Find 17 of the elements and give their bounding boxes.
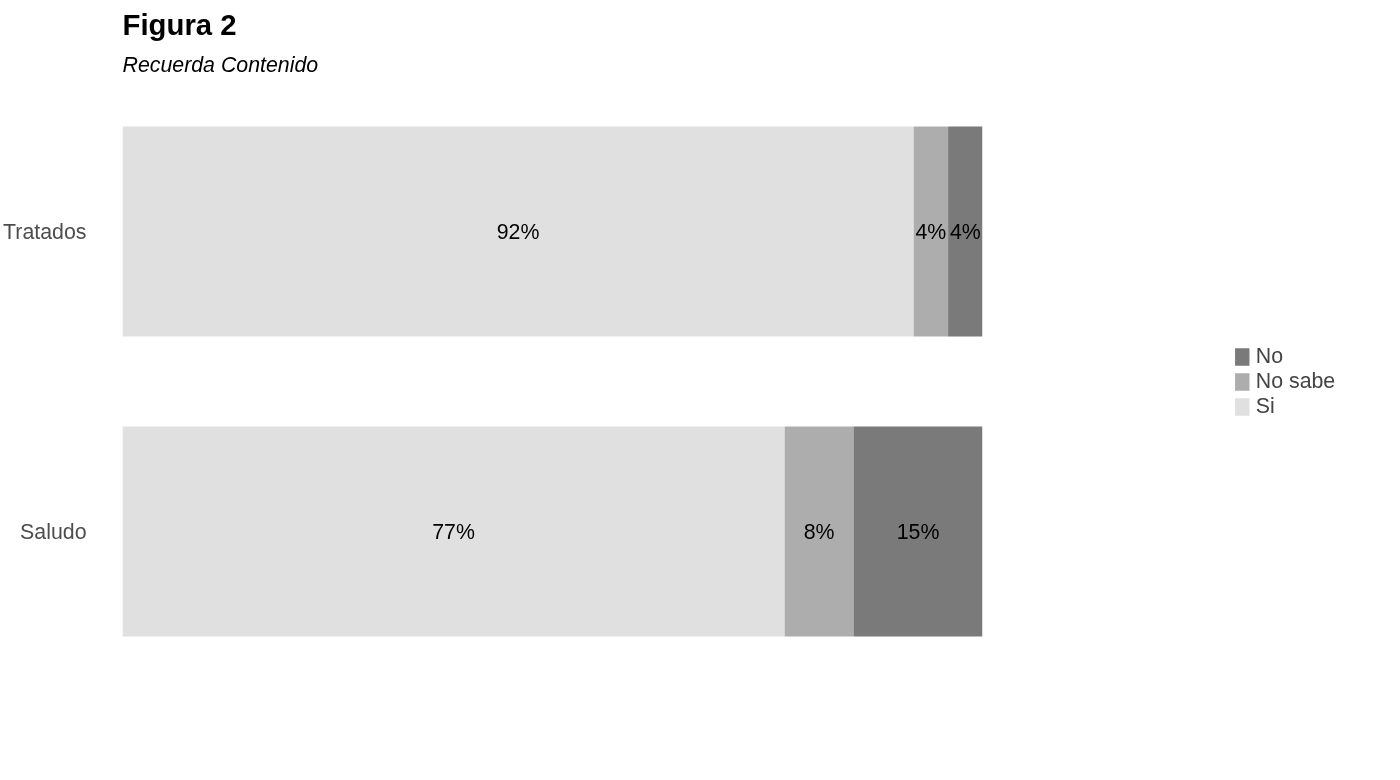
bar [948,126,983,337]
data-label: 15% [896,519,940,544]
data-label: 8% [803,519,835,544]
y-tick-label: Saludo [20,519,87,544]
data-label: 4% [915,219,947,244]
y-tick-label: Tratados [3,219,87,244]
bar [784,426,854,637]
legend-label: No [1255,343,1284,369]
bar [853,426,983,637]
bar [913,126,949,337]
chart-subtitle: Recuerda Contenido [122,52,319,77]
legend-label: No sabe [1255,368,1336,394]
legend-label: Si [1255,393,1276,419]
data-label: 92% [496,219,540,244]
data-label: 77% [432,519,475,544]
chart-title: Figura 2 [122,7,237,41]
data-label: 4% [949,219,981,244]
